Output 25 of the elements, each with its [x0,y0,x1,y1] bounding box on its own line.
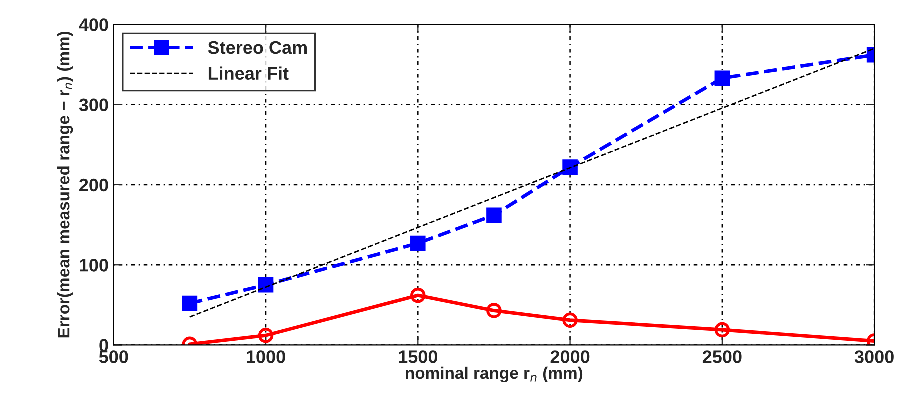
point [258,277,274,293]
point [562,312,578,328]
legend-label: Linear Fit [208,66,289,80]
point [410,236,426,252]
y-tick-label: 200 [80,178,108,192]
y-axis-title: Error(mean measured range − r$_{n}$) (mm) [58,32,74,338]
x-tick-label: 1500 [399,350,438,364]
point [714,70,730,86]
x-tick-label: 2000 [550,350,590,364]
y-tick-label: 100 [80,259,108,272]
y-tick-label: 400 [79,18,108,32]
point [410,288,426,304]
x-tick-label: 2500 [702,350,742,364]
point [714,322,730,338]
x-axis-title: nominal range r$_{n}$ (mm) [406,366,583,383]
x-tick-label: 500 [99,350,128,364]
x-tick-label: 1000 [247,350,286,364]
point [258,328,274,344]
legend-label: Stereo Cam [208,41,307,54]
x-tick-label: 3000 [854,350,894,364]
point [182,296,198,312]
point [486,303,502,318]
point [486,208,502,224]
y-tick-label: 300 [79,98,108,112]
point [562,160,578,175]
